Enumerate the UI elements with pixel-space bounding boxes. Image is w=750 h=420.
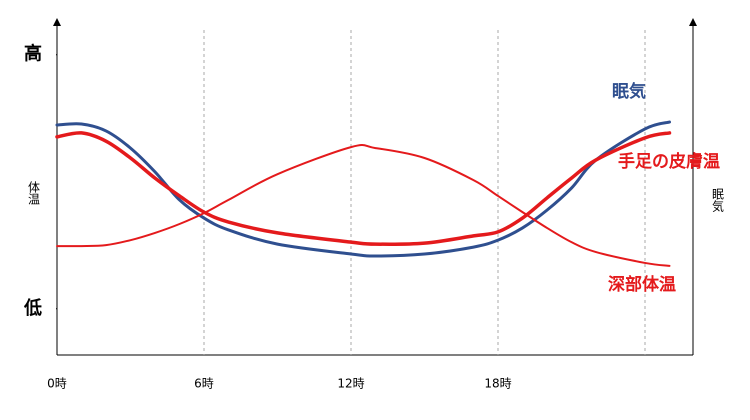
y-axis-label: 体温 xyxy=(27,181,41,205)
x-tick-label: 0時 xyxy=(47,377,67,391)
series-label: 深部体温 xyxy=(608,274,676,295)
y2-axis-label: 眠気 xyxy=(711,188,725,213)
y-tick-label: 低 xyxy=(23,297,42,319)
y-axis-arrow xyxy=(53,18,61,26)
series-line xyxy=(55,120,671,258)
y2-axis-arrow xyxy=(689,18,697,26)
y-tick-label: 高 xyxy=(24,43,42,65)
x-tick-label: 12時 xyxy=(337,377,364,391)
series-label: 眠気 xyxy=(612,81,646,102)
series-label: 手足の皮膚温 xyxy=(618,151,720,172)
x-tick-label: 18時 xyxy=(484,377,511,391)
x-tick-label: 6時 xyxy=(194,377,214,391)
series-line xyxy=(55,131,672,246)
series-line xyxy=(56,144,671,267)
